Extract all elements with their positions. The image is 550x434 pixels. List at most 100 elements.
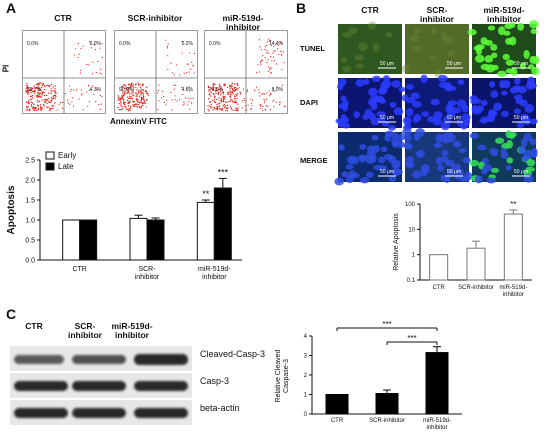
facs-event	[31, 87, 33, 90]
facs-event	[222, 92, 224, 95]
facs-event	[130, 85, 132, 87]
facs-event	[231, 88, 234, 91]
x-tick-label: miR-519d-	[423, 418, 451, 424]
cell-nucleus	[446, 85, 457, 92]
scale-bar-label: 50 μm	[380, 115, 394, 121]
facs-event	[282, 51, 284, 53]
cell-nucleus	[378, 156, 386, 164]
facs-event	[121, 95, 123, 97]
facs-event	[40, 82, 42, 84]
facs-event	[77, 56, 79, 59]
facs-event	[26, 106, 28, 109]
facs-event	[192, 64, 194, 67]
facs-x-label: AnnexinV FITC	[110, 117, 167, 126]
facs-event	[30, 89, 33, 91]
facs-event	[157, 108, 159, 111]
facs-event	[92, 61, 94, 63]
facs-event	[95, 101, 97, 103]
cell-nucleus	[404, 160, 414, 167]
facs-event	[40, 96, 42, 99]
facs-event	[125, 108, 128, 110]
facs-event	[267, 70, 269, 72]
facs-event	[225, 107, 228, 109]
cell-nucleus	[403, 134, 412, 142]
facs-event	[229, 87, 231, 90]
bar	[375, 393, 399, 415]
facs-event	[156, 92, 159, 94]
x-tick-label: SCR-inhibitor	[458, 285, 494, 291]
facs-event	[188, 71, 190, 73]
facs-event	[41, 94, 43, 96]
cell-nucleus	[444, 159, 455, 167]
facs-event	[145, 90, 147, 93]
facs-event	[263, 98, 265, 100]
facs-event	[25, 101, 28, 104]
facs-event	[142, 89, 144, 92]
cell-nucleus	[497, 70, 507, 78]
scale-bar-label: 50 μm	[447, 169, 461, 175]
facs-event	[215, 86, 217, 89]
facs-event	[261, 93, 263, 95]
facs-event	[229, 94, 232, 96]
facs-event	[101, 56, 103, 59]
facs-event	[26, 92, 29, 94]
cell-nucleus	[421, 111, 429, 117]
facs-event	[126, 88, 128, 90]
cell-nucleus	[406, 107, 414, 117]
cell-nucleus	[451, 163, 461, 171]
cell-nucleus	[435, 156, 444, 165]
facs-event	[132, 84, 134, 86]
facs-event	[27, 106, 29, 108]
facs-event	[88, 85, 90, 87]
facs-event	[183, 72, 185, 75]
facs-event	[68, 85, 71, 87]
facs-event	[274, 60, 276, 62]
facs-event	[42, 83, 44, 86]
facs-event	[208, 94, 211, 96]
facs-event	[118, 108, 121, 111]
facs-event	[118, 99, 121, 101]
facs-event	[121, 86, 123, 88]
facs-event	[233, 101, 235, 103]
facs-event	[268, 40, 271, 42]
facs-event	[233, 95, 236, 97]
facs-event	[29, 95, 32, 98]
facs-event	[173, 88, 175, 90]
facs-event	[78, 98, 80, 100]
facs-event	[231, 99, 233, 102]
facs-event	[101, 96, 103, 98]
legend-swatch	[45, 151, 55, 160]
cell-nucleus	[354, 54, 364, 61]
facs-event	[88, 89, 91, 91]
cell-nucleus	[452, 107, 462, 114]
cell-nucleus	[469, 132, 480, 139]
cell-nucleus	[459, 176, 468, 182]
cell-nucleus	[482, 164, 493, 172]
facs-event	[126, 92, 128, 95]
facs-event	[216, 90, 219, 92]
cell-nucleus	[368, 87, 378, 97]
y-tick-label: 3	[304, 354, 308, 360]
facs-event	[214, 101, 217, 104]
facs-quadrant-ll: 90.0%	[119, 87, 134, 93]
cell-nucleus	[366, 171, 374, 178]
facs-event	[230, 107, 233, 110]
facs-event	[54, 94, 56, 96]
cell-nucleus	[358, 154, 368, 160]
facs-event	[266, 98, 268, 100]
cell-nucleus	[412, 170, 422, 179]
facs-event	[69, 103, 71, 105]
facs-event	[258, 39, 260, 41]
facs-event	[278, 53, 280, 55]
facs-event	[267, 66, 270, 68]
cell-nucleus	[412, 117, 419, 123]
y-tick-label: 1	[412, 253, 416, 259]
cell-nucleus	[489, 148, 499, 154]
facs-event	[99, 72, 101, 74]
cell-nucleus	[345, 164, 354, 170]
facs-event	[222, 99, 225, 102]
facs-event	[100, 108, 102, 110]
cell-nucleus	[341, 171, 349, 178]
facs-event	[120, 100, 122, 103]
facs-event	[99, 47, 101, 49]
